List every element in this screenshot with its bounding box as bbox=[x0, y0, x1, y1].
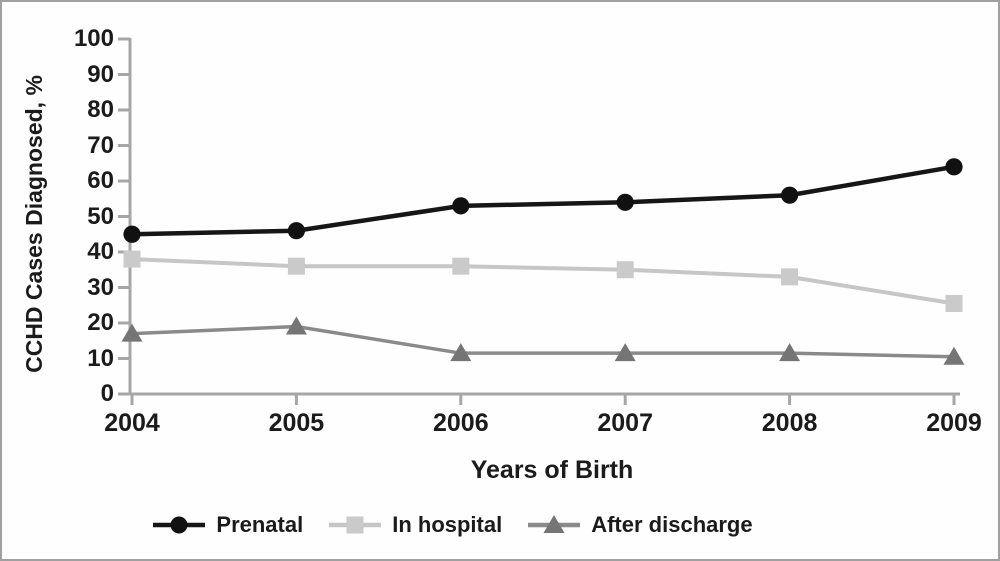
y-tick-label-90: 90 bbox=[87, 60, 114, 88]
legend-item-prenatal: Prenatal bbox=[151, 512, 303, 538]
after-discharge-line bbox=[130, 324, 956, 359]
y-tick-label-80: 80 bbox=[87, 96, 114, 123]
in-hospital-marker bbox=[616, 261, 634, 279]
prenatal-marker bbox=[287, 222, 305, 240]
legend-label: After discharge bbox=[591, 512, 753, 537]
prenatal-marker bbox=[123, 225, 141, 243]
y-tick-label-0: 0 bbox=[100, 380, 114, 407]
in-hospital-marker bbox=[945, 294, 963, 312]
in-hospital-marker bbox=[781, 268, 799, 286]
in-hospital-marker bbox=[123, 250, 141, 268]
after-discharge-marker bbox=[779, 343, 801, 362]
y-tick-label-100: 100 bbox=[73, 25, 114, 52]
after-discharge-marker bbox=[943, 346, 965, 365]
x-axis-title: Years of Birth bbox=[470, 456, 634, 484]
y-tick-label-50: 50 bbox=[87, 202, 114, 230]
in-hospital-marker bbox=[287, 257, 305, 275]
after-discharge-marker bbox=[614, 343, 636, 362]
y-tick-label-20: 20 bbox=[87, 309, 114, 336]
prenatal-legend-marker-icon bbox=[153, 516, 206, 534]
legend-label: In hospital bbox=[392, 512, 503, 537]
y-tick-label-70: 70 bbox=[87, 131, 114, 159]
y-tick-label-60: 60 bbox=[87, 167, 114, 194]
y-tick-label-40: 40 bbox=[87, 238, 114, 265]
chart-legend: Prenatal In hospital After discharge bbox=[2, 505, 902, 545]
prenatal-marker bbox=[616, 193, 634, 211]
x-tick-label-2006: 2006 bbox=[432, 409, 489, 437]
legend-item-after-discharge: After discharge bbox=[526, 512, 753, 538]
after-discharge-marker bbox=[450, 343, 472, 362]
prenatal-marker bbox=[945, 158, 963, 176]
y-tick-label-30: 30 bbox=[87, 273, 114, 301]
y-tick-label-10: 10 bbox=[87, 344, 114, 372]
in-hospital-legend-marker-icon bbox=[329, 516, 382, 534]
x-tick-label-2005: 2005 bbox=[268, 409, 325, 437]
prenatal-line bbox=[129, 164, 957, 237]
prenatal-marker bbox=[781, 186, 799, 204]
x-tick-label-2008: 2008 bbox=[761, 409, 818, 437]
after-discharge-marker bbox=[121, 323, 143, 342]
legend-item-in-hospital: In hospital bbox=[327, 512, 502, 538]
x-tick-label-2009: 2009 bbox=[926, 409, 982, 437]
after-discharge-legend-marker-icon bbox=[528, 515, 581, 533]
x-tick-label-2004: 2004 bbox=[104, 409, 160, 437]
prenatal-marker bbox=[452, 197, 470, 215]
in-hospital-line bbox=[130, 257, 956, 306]
legend-label: Prenatal bbox=[216, 512, 304, 537]
x-tick-label-2007: 2007 bbox=[597, 409, 653, 437]
in-hospital-marker bbox=[452, 257, 470, 275]
after-discharge-marker bbox=[285, 316, 307, 335]
